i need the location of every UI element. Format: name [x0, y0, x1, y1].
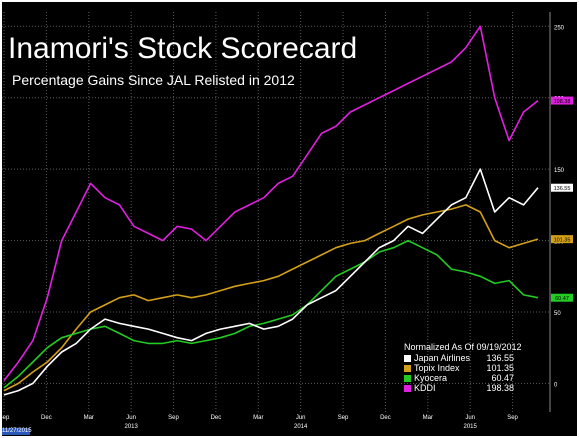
end-value-tag: [551, 293, 573, 302]
end-value-label: 198.38: [554, 99, 571, 105]
x-tick-label: Jun: [465, 415, 475, 421]
chart-subtitle: Percentage Gains Since JAL Relisted in 2…: [12, 72, 295, 88]
legend-series-name: Topix Index: [414, 363, 460, 373]
x-year-label: 2013: [124, 424, 138, 430]
x-year-label: 2014: [294, 424, 308, 430]
legend-header: Normalized As Of 09/19/2012: [404, 342, 522, 352]
chart-legend: Normalized As Of 09/19/2012 Japan Airlin…: [404, 342, 522, 393]
series-line-japan-airlines: [3, 168, 539, 396]
y-tick-label: 150: [554, 168, 565, 174]
x-tick-label: Jun: [296, 415, 306, 421]
chart-title: Inamori's Stock Scorecard: [8, 32, 358, 65]
legend-item: Kyocera 60.47: [404, 373, 522, 383]
y-tick-label: 250: [554, 25, 565, 31]
x-tick-label: Dec: [380, 415, 391, 421]
legend-series-name: Japan Airlines: [414, 353, 471, 363]
legend-series-name: Kyocera: [414, 373, 448, 383]
series-line-kddi: [3, 25, 539, 382]
legend-swatch: [404, 374, 411, 382]
legend-series-value: 101.35: [486, 363, 514, 373]
date-badge: 11/27/2015: [2, 428, 32, 435]
end-value-label: 101.35: [554, 238, 571, 244]
legend-series-name: KDDI: [414, 383, 436, 393]
end-value-tag: [551, 183, 573, 192]
x-tick-label: Sep: [338, 415, 349, 421]
series-line-kyocera: [3, 239, 539, 389]
grid-layer: [2, 12, 550, 412]
x-tick-label: Mar: [423, 415, 433, 421]
x-tick-label: Mar: [253, 415, 263, 421]
legend-item: Japan Airlines 136.55: [404, 353, 522, 363]
legend-swatch: [404, 354, 411, 362]
legend-swatch: [404, 364, 411, 372]
legend-item: Topix Index 101.35: [404, 363, 522, 373]
y-tick-label: 0: [554, 382, 558, 388]
axis-layer: 050100150200250SepDecMarJunSepDecMarJunS…: [2, 12, 573, 430]
end-value-tag: [551, 96, 573, 105]
series-layer: [3, 25, 539, 396]
x-tick-label: Mar: [84, 415, 94, 421]
x-tick-label: Sep: [507, 415, 518, 421]
end-value-label: 136.55: [554, 186, 571, 192]
x-tick-label: Dec: [41, 415, 52, 421]
x-tick-label: Jun: [126, 415, 136, 421]
legend-series-value: 198.38: [486, 383, 514, 393]
x-year-label: 2015: [464, 424, 478, 430]
legend-item: KDDI 198.38: [404, 383, 522, 393]
series-line-topix-index: [3, 204, 539, 392]
x-tick-label: Sep: [2, 415, 10, 421]
x-tick-label: Dec: [211, 415, 222, 421]
end-value-tag: [551, 235, 573, 244]
end-value-label: 60.47: [555, 296, 569, 302]
legend-rows: Japan Airlines 136.55 Topix Index 101.35 Kyo…: [404, 353, 522, 393]
legend-series-value: 60.47: [491, 373, 514, 383]
legend-swatch: [404, 384, 411, 392]
x-tick-label: Sep: [168, 415, 179, 421]
y-tick-label: 50: [554, 311, 561, 317]
legend-series-value: 136.55: [486, 353, 514, 363]
